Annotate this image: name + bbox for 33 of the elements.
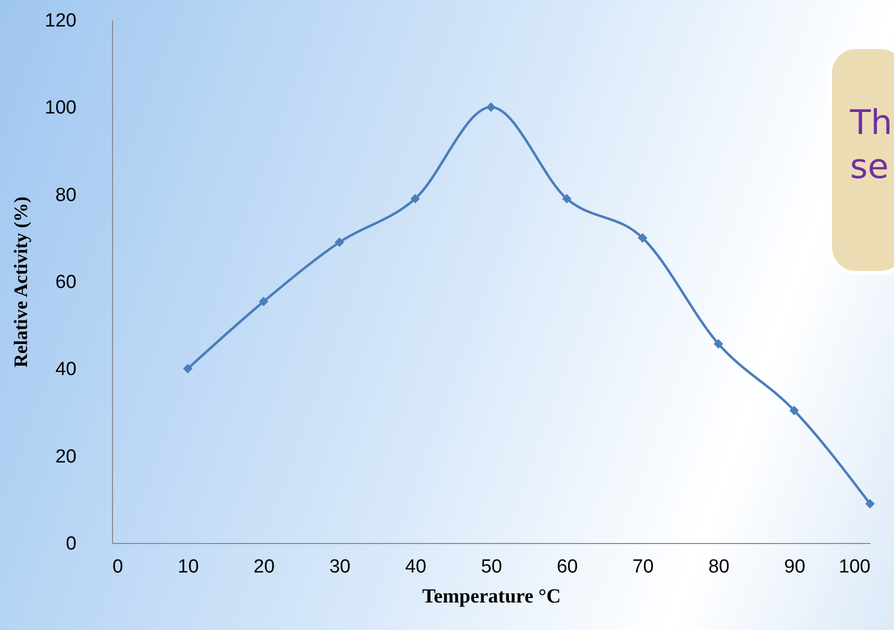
x-tick-label: 80 xyxy=(708,556,730,578)
x-tick-label: 90 xyxy=(784,556,806,578)
annotation: Th xyxy=(850,102,894,145)
point xyxy=(562,194,572,204)
x-tick-label: 60 xyxy=(556,556,578,578)
y-tick-label: 40 xyxy=(55,359,76,380)
x-tick-label: 30 xyxy=(329,556,350,578)
point xyxy=(486,102,496,112)
x-tick-label: 70 xyxy=(632,556,654,578)
x-axis-title: Temperature °C xyxy=(422,586,561,608)
note-box: Th se xyxy=(828,45,894,275)
y-tick-label: 20 xyxy=(55,446,76,468)
point xyxy=(638,233,648,243)
point xyxy=(714,339,724,349)
x-tick-label: 0 xyxy=(112,556,124,578)
y-tick-label: 100 xyxy=(44,98,76,119)
y-tick-label: 60 xyxy=(55,272,76,293)
x-tick-label: 10 xyxy=(178,556,199,578)
annotation: se xyxy=(850,146,890,189)
point xyxy=(258,296,268,306)
x-tick-label: 40 xyxy=(405,556,426,578)
y-tick-label: 0 xyxy=(66,534,76,554)
x-tick-label: 20 xyxy=(254,556,275,578)
point xyxy=(410,194,420,204)
point xyxy=(865,499,875,509)
point xyxy=(334,238,344,248)
x-tick-label: 100 xyxy=(838,556,870,578)
point xyxy=(183,364,193,374)
y-tick-label: 80 xyxy=(55,184,76,206)
x-tick-label: 50 xyxy=(480,556,502,578)
point xyxy=(789,406,799,416)
y-tick-label: 120 xyxy=(44,10,76,32)
y-axis-title: Relative Activity (%) xyxy=(10,196,32,368)
